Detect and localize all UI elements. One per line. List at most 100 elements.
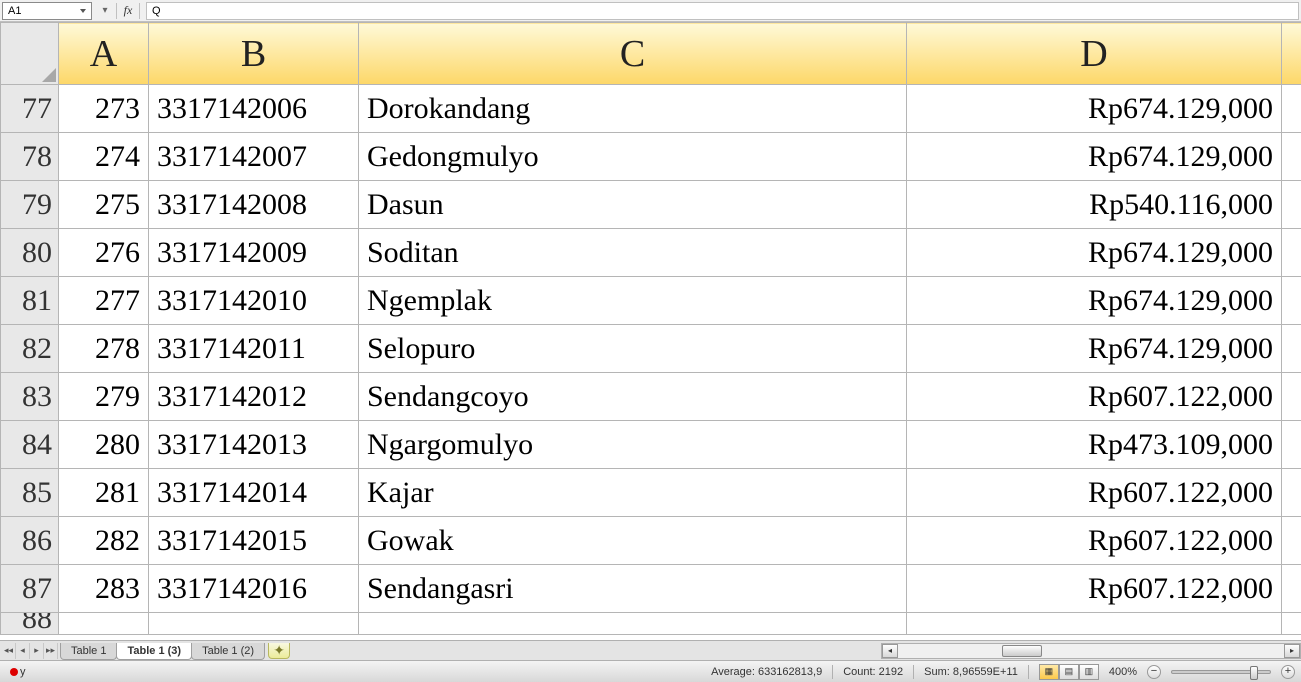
cell-A[interactable] [59, 613, 149, 635]
formula-expand-icon[interactable]: ▾ [98, 4, 112, 18]
cell-next[interactable] [1282, 181, 1301, 229]
row-header[interactable]: 81 [1, 277, 59, 325]
cell-C[interactable] [359, 613, 907, 635]
cell-D[interactable] [907, 613, 1282, 635]
cell-next[interactable] [1282, 133, 1301, 181]
add-sheet-button[interactable]: ✦ [268, 643, 290, 659]
cell-C[interactable]: Sendangcoyo [359, 373, 907, 421]
cell-B[interactable]: 3317142012 [149, 373, 359, 421]
sheet-tab[interactable]: Table 1 [60, 643, 117, 660]
cell-D[interactable]: Rp473.109,000 [907, 421, 1282, 469]
cell-A[interactable]: 281 [59, 469, 149, 517]
column-header-C[interactable]: C [359, 23, 907, 85]
zoom-in-button[interactable]: + [1281, 665, 1295, 679]
cell-D[interactable]: Rp540.116,000 [907, 181, 1282, 229]
name-box-dropdown-icon[interactable] [80, 9, 86, 13]
cell-B[interactable]: 3317142015 [149, 517, 359, 565]
tab-nav-prev-icon[interactable]: ◂ [16, 643, 30, 659]
cell-D[interactable]: Rp674.129,000 [907, 85, 1282, 133]
cell-D[interactable]: Rp607.122,000 [907, 565, 1282, 613]
cell-next[interactable] [1282, 85, 1301, 133]
tab-nav-first-icon[interactable]: ◂◂ [2, 643, 16, 659]
h-scroll-right-icon[interactable]: ▸ [1284, 644, 1300, 658]
view-normal-icon[interactable]: ▦ [1039, 664, 1059, 680]
cell-A[interactable]: 283 [59, 565, 149, 613]
cell-B[interactable]: 3317142014 [149, 469, 359, 517]
h-scroll-left-icon[interactable]: ◂ [882, 644, 898, 658]
cell-B[interactable]: 3317142006 [149, 85, 359, 133]
cell-B[interactable] [149, 613, 359, 635]
cell-D[interactable]: Rp674.129,000 [907, 325, 1282, 373]
cell-next[interactable] [1282, 277, 1301, 325]
zoom-slider-thumb[interactable] [1250, 666, 1258, 680]
formula-input[interactable]: Q [146, 2, 1299, 20]
row-header[interactable]: 85 [1, 469, 59, 517]
cell-B[interactable]: 3317142013 [149, 421, 359, 469]
h-scroll-thumb[interactable] [1002, 645, 1042, 657]
cell-A[interactable]: 273 [59, 85, 149, 133]
column-header-next[interactable] [1282, 23, 1301, 85]
cell-C[interactable]: Dasun [359, 181, 907, 229]
tab-nav-next-icon[interactable]: ▸ [30, 643, 44, 659]
cell-next[interactable] [1282, 373, 1301, 421]
cell-B[interactable]: 3317142009 [149, 229, 359, 277]
view-page-break-icon[interactable]: ▥ [1079, 664, 1099, 680]
cell-A[interactable]: 276 [59, 229, 149, 277]
row-header[interactable]: 83 [1, 373, 59, 421]
sheet-tab[interactable]: Table 1 (3) [116, 643, 192, 660]
row-header[interactable]: 87 [1, 565, 59, 613]
horizontal-scrollbar[interactable]: ◂ ▸ [310, 643, 1301, 659]
cell-A[interactable]: 279 [59, 373, 149, 421]
cell-next[interactable] [1282, 325, 1301, 373]
cell-C[interactable]: Dorokandang [359, 85, 907, 133]
cell-A[interactable]: 275 [59, 181, 149, 229]
cell-C[interactable]: Soditan [359, 229, 907, 277]
row-header[interactable]: 88 [1, 613, 59, 635]
row-header[interactable]: 80 [1, 229, 59, 277]
cell-C[interactable]: Gowak [359, 517, 907, 565]
cell-D[interactable]: Rp674.129,000 [907, 133, 1282, 181]
cell-D[interactable]: Rp607.122,000 [907, 469, 1282, 517]
cell-D[interactable]: Rp674.129,000 [907, 229, 1282, 277]
row-header[interactable]: 77 [1, 85, 59, 133]
tab-nav-last-icon[interactable]: ▸▸ [44, 643, 58, 659]
cell-next[interactable] [1282, 517, 1301, 565]
row-header[interactable]: 82 [1, 325, 59, 373]
row-header[interactable]: 79 [1, 181, 59, 229]
h-scroll-track[interactable]: ◂ ▸ [881, 643, 1301, 659]
cell-next[interactable] [1282, 565, 1301, 613]
view-page-layout-icon[interactable]: ▤ [1059, 664, 1079, 680]
cell-B[interactable]: 3317142016 [149, 565, 359, 613]
fx-icon[interactable]: fx [121, 4, 135, 18]
cell-A[interactable]: 278 [59, 325, 149, 373]
row-header[interactable]: 84 [1, 421, 59, 469]
cell-D[interactable]: Rp607.122,000 [907, 373, 1282, 421]
spreadsheet-grid[interactable]: A B C D 772733317142006DorokandangRp674.… [0, 22, 1301, 640]
cell-next[interactable] [1282, 469, 1301, 517]
cell-A[interactable]: 280 [59, 421, 149, 469]
cell-C[interactable]: Kajar [359, 469, 907, 517]
column-header-A[interactable]: A [59, 23, 149, 85]
name-box[interactable]: A1 [2, 2, 92, 20]
select-all-corner[interactable] [1, 23, 59, 85]
cell-A[interactable]: 277 [59, 277, 149, 325]
cell-B[interactable]: 3317142007 [149, 133, 359, 181]
zoom-out-button[interactable]: − [1147, 665, 1161, 679]
cell-B[interactable]: 3317142011 [149, 325, 359, 373]
cell-C[interactable]: Ngargomulyo [359, 421, 907, 469]
cell-D[interactable]: Rp674.129,000 [907, 277, 1282, 325]
cell-C[interactable]: Gedongmulyo [359, 133, 907, 181]
cell-B[interactable]: 3317142010 [149, 277, 359, 325]
cell-C[interactable]: Ngemplak [359, 277, 907, 325]
sheet-tab[interactable]: Table 1 (2) [191, 643, 265, 660]
column-header-D[interactable]: D [907, 23, 1282, 85]
zoom-level[interactable]: 400% [1109, 666, 1137, 678]
cell-next[interactable] [1282, 421, 1301, 469]
zoom-slider[interactable] [1171, 670, 1271, 674]
cell-next[interactable] [1282, 613, 1301, 635]
cell-A[interactable]: 282 [59, 517, 149, 565]
column-header-B[interactable]: B [149, 23, 359, 85]
cell-C[interactable]: Sendangasri [359, 565, 907, 613]
cell-D[interactable]: Rp607.122,000 [907, 517, 1282, 565]
cell-B[interactable]: 3317142008 [149, 181, 359, 229]
